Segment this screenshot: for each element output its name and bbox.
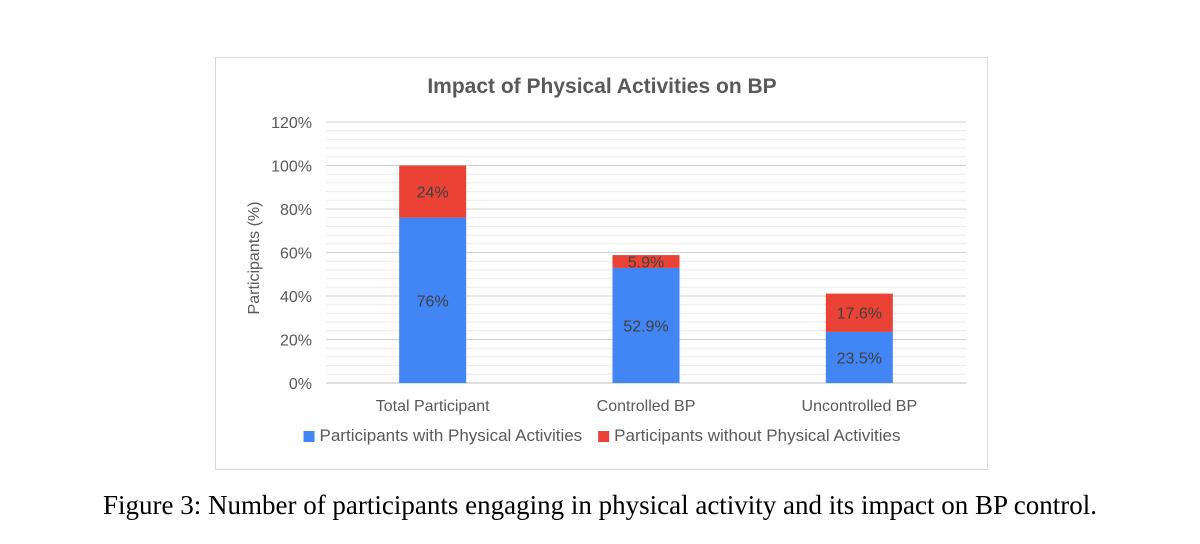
y-tick-label: 20%	[280, 333, 312, 350]
x-tick-label: Total Participant	[376, 398, 490, 415]
bar-data-label: 52.9%	[623, 318, 668, 335]
bar-segment	[612, 255, 680, 268]
y-tick-label: 80%	[280, 202, 312, 219]
x-tick-label: Uncontrolled BP	[802, 398, 918, 415]
bar-segment	[825, 331, 893, 383]
chart-frame: Impact of Physical Activities on BP 0% 20…	[215, 57, 988, 470]
legend-swatch	[303, 431, 315, 442]
bar-data-label: 23.5%	[837, 350, 882, 367]
y-tick-label: 40%	[280, 289, 312, 306]
legend-swatch	[598, 431, 610, 442]
bar-segment	[825, 293, 893, 332]
bar-segment	[399, 217, 467, 383]
x-tick-label: Controlled BP	[597, 398, 696, 415]
chart-title: Impact of Physical Activities on BP	[427, 75, 776, 98]
x-axis-ticks: Total Participant Controlled BP Uncontroll…	[376, 398, 917, 415]
y-tick-label: 100%	[271, 159, 312, 176]
chart-svg: Impact of Physical Activities on BP 0% 20…	[246, 75, 966, 445]
bar-segment	[399, 165, 467, 218]
bar-data-label: 76%	[417, 293, 449, 310]
bar-data-label: 17.6%	[837, 306, 882, 323]
y-axis-ticks: 0% 20% 40% 60% 80% 100% 120%	[271, 115, 312, 393]
bar-data-label: 5.9%	[628, 255, 664, 272]
y-tick-label: 120%	[271, 115, 312, 132]
bars: 76% 24% 52.9% 5.9% 23.5% 17.6%	[399, 165, 893, 383]
y-tick-label: 60%	[280, 246, 312, 263]
legend-label: Participants without Physical Activities	[614, 426, 900, 445]
bar-segment	[612, 267, 680, 383]
legend-label: Participants with Physical Activities	[320, 426, 583, 445]
y-tick-label: 0%	[289, 376, 312, 393]
figure-caption: Figure 3: Number of participants engagin…	[102, 490, 1098, 520]
y-axis-title: Participants (%)	[246, 202, 263, 315]
legend: Participants with Physical Activities Par…	[303, 426, 900, 445]
bar-data-label: 24%	[417, 185, 449, 202]
